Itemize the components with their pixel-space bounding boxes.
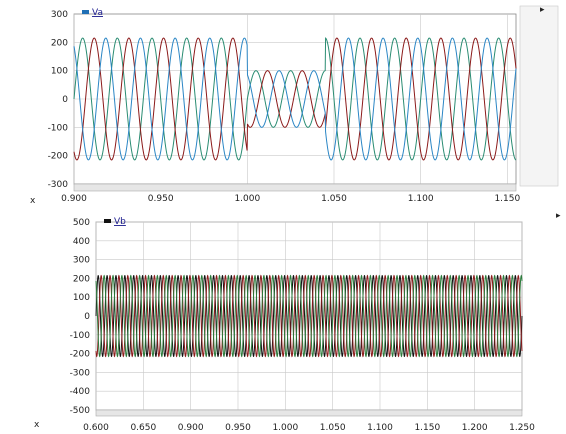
legend-label-vb: Vb: [114, 217, 126, 227]
series-line-2: [73, 37, 517, 161]
y-tick-labels-vb: 500 400 300 200 100 0 -100 -200 -300 -400 -500: [70, 218, 91, 416]
legend-label-va: Va: [92, 8, 103, 18]
scroll-arrow-va[interactable]: ▸: [540, 5, 545, 15]
series-line-0: [73, 37, 517, 161]
y-tick-label: 100: [51, 67, 68, 77]
y-tick-label: 100: [73, 293, 90, 303]
x-tick-label: 0.900: [178, 423, 204, 433]
x-tick-label: 0.650: [130, 423, 156, 433]
legend-swatch-va: [82, 10, 89, 14]
x-tick-labels-va: 0.900 0.950 1.000 1.050 1.100 1.150: [61, 194, 520, 204]
x-tick-label: 1.050: [320, 423, 346, 433]
y-tick-label: 200: [51, 38, 68, 48]
x-scrollbar-va[interactable]: [73, 183, 517, 192]
chart-vb: 500 400 300 200 100 0 -100 -200 -300 -400 -500 0.6…: [34, 211, 561, 433]
x-tick-label: 1.200: [462, 423, 488, 433]
x-tick-label: 1.250: [509, 423, 535, 433]
series-line-0: [95, 275, 523, 357]
y-tick-label: 400: [73, 237, 90, 247]
x-tick-label: 1.000: [272, 423, 298, 433]
y-tick-label: -300: [70, 368, 91, 378]
y-tick-label: -100: [70, 331, 91, 341]
y-tick-label: 0: [84, 312, 90, 322]
y-tick-label: 500: [73, 218, 90, 228]
y-tick-label: 300: [73, 256, 90, 266]
y-tick-label: -400: [70, 387, 91, 397]
series-line-1: [95, 274, 523, 358]
y-tick-label: -200: [48, 152, 69, 162]
x-tick-label: 1.050: [321, 194, 347, 204]
y-tick-label: -300: [48, 180, 69, 190]
chart-va: 300 200 100 0 -100 -200 -300 0.900 0.950 1.000 1.…: [30, 5, 559, 206]
y-tick-label: -100: [48, 123, 69, 133]
x-tick-labels-vb: 0.600 0.650 0.900 0.950 1.000 1.050 1.100 1.150…: [83, 423, 535, 433]
x-tick-label: 0.950: [225, 423, 251, 433]
x-tick-label: 0.600: [83, 423, 109, 433]
y-tick-label: 300: [51, 10, 68, 20]
x-tick-label: 1.000: [234, 194, 260, 204]
x-tick-label: 1.100: [408, 194, 434, 204]
legend-swatch-vb: [104, 219, 111, 223]
x-scrollbar-vb[interactable]: [95, 409, 523, 417]
y-tick-label: 200: [73, 274, 90, 284]
series-group-va: [73, 37, 517, 161]
x-tick-label: 0.900: [61, 194, 87, 204]
y-tick-label: 0: [62, 95, 68, 105]
right-panel-va: [519, 5, 559, 187]
series-line-1: [73, 37, 517, 161]
x-tick-label: 1.150: [494, 194, 520, 204]
series-line-2: [95, 274, 523, 358]
y-tick-label: -200: [70, 350, 91, 360]
series-group-vb: [95, 274, 523, 358]
x-axis-marker-va: x: [30, 196, 36, 206]
x-tick-label: 1.100: [367, 423, 393, 433]
y-tick-labels-va: 300 200 100 0 -100 -200 -300: [48, 10, 69, 190]
scroll-arrow-vb[interactable]: ▸: [556, 211, 561, 221]
x-axis-marker-vb: x: [34, 420, 40, 430]
y-tick-label: -500: [70, 406, 91, 416]
x-tick-label: 0.950: [148, 194, 174, 204]
x-tick-label: 1.150: [414, 423, 440, 433]
